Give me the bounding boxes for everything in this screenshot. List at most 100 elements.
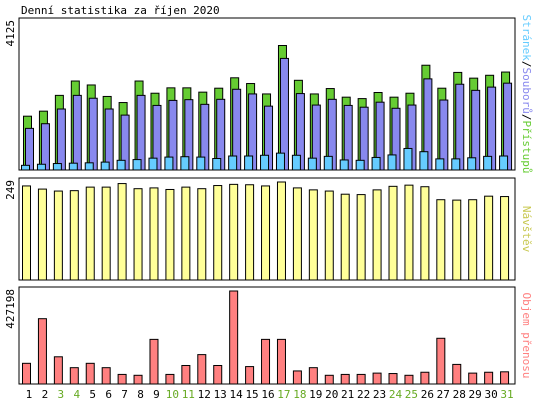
- legend-visits: Návštěv: [520, 206, 533, 253]
- x-tick-label: 20: [325, 388, 338, 401]
- x-tick-label: 24: [389, 388, 403, 401]
- x-tick-label: 13: [214, 388, 227, 401]
- visits-bar: [261, 185, 271, 281]
- visits-bar: [276, 181, 286, 281]
- files-bar: [25, 127, 34, 171]
- pages-bar: [52, 163, 62, 171]
- pages-bar: [116, 159, 126, 171]
- pages-bar: [148, 157, 158, 171]
- kbytes-bar: [292, 370, 302, 385]
- pages-bar: [275, 152, 285, 171]
- x-tick-label: 7: [121, 388, 128, 401]
- pages-bar: [244, 155, 254, 171]
- pages-bar: [21, 164, 30, 171]
- pages-bar: [323, 155, 333, 171]
- visits-bar: [484, 195, 494, 281]
- pages-bar: [36, 163, 46, 171]
- files-bar: [104, 108, 114, 171]
- pages-bar: [435, 158, 445, 171]
- legend-hits-files-pages-part: Přístupů: [520, 120, 533, 173]
- visits-bar: [452, 199, 462, 281]
- legend-hits-files-pages-part: Stránek: [520, 15, 533, 62]
- pages-bar: [339, 159, 349, 171]
- kbytes-bar: [324, 374, 334, 385]
- pages-bar: [100, 161, 110, 171]
- kbytes-bar: [149, 338, 159, 385]
- y-max-label-2: 249: [4, 180, 17, 200]
- legend-hits-files-pages-part: Souborů: [520, 68, 533, 114]
- visits-bar: [53, 190, 63, 281]
- files-bar: [88, 97, 98, 171]
- visits-bar: [372, 189, 382, 281]
- pages-bar: [371, 156, 381, 171]
- pages-bar: [291, 154, 301, 171]
- kbytes-bar: [500, 371, 510, 385]
- x-tick-label: 22: [357, 388, 370, 401]
- x-tick-label: 31: [500, 388, 513, 401]
- kbytes-bar: [276, 338, 286, 385]
- pages-bar: [307, 157, 317, 171]
- pages-bar: [467, 157, 477, 171]
- kbytes-bar: [340, 373, 350, 385]
- visits-bar: [324, 190, 334, 281]
- pages-bar: [180, 156, 190, 171]
- pages-bar: [260, 154, 270, 171]
- visits-bar: [500, 196, 510, 281]
- kbytes-bar: [133, 374, 143, 385]
- x-tick-label: 2: [42, 388, 49, 401]
- visits-bar: [85, 186, 95, 281]
- files-bar: [72, 94, 82, 171]
- x-tick-label: 26: [421, 388, 434, 401]
- visits-bar: [388, 185, 398, 281]
- files-bar: [56, 108, 66, 171]
- legend-kbytes: Objem přenosu: [520, 292, 533, 378]
- kbytes-bar: [181, 364, 191, 385]
- kbytes-bar: [308, 367, 318, 385]
- visits-bar: [101, 186, 111, 281]
- visits-bar: [436, 199, 446, 281]
- visits-bar: [149, 187, 159, 281]
- chart-title: Denní statistika za říjen 2020: [21, 4, 220, 17]
- x-tick-label: 10: [166, 388, 179, 401]
- visits-bar: [37, 188, 47, 281]
- pages-bar: [451, 158, 461, 171]
- x-tick-label: 27: [437, 388, 450, 401]
- visits-bar: [420, 186, 430, 281]
- visits-bar: [468, 199, 478, 281]
- x-tick-label: 28: [453, 388, 466, 401]
- kbytes-bar: [484, 371, 494, 385]
- x-tick-label: 30: [484, 388, 497, 401]
- x-tick-label: 15: [245, 388, 258, 401]
- kbytes-bar: [356, 373, 366, 385]
- x-tick-label: 3: [58, 388, 65, 401]
- kbytes-bar: [69, 367, 79, 385]
- x-tick-label: 25: [405, 388, 418, 401]
- files-bar: [136, 94, 146, 171]
- visits-bar: [229, 183, 239, 281]
- x-tick-label: 1: [26, 388, 33, 401]
- x-tick-label: 14: [230, 388, 244, 401]
- kbytes-bar: [261, 338, 271, 385]
- x-tick-label: 12: [198, 388, 211, 401]
- x-tick-label: 6: [105, 388, 112, 401]
- visits-bar: [22, 185, 31, 281]
- visits-bar: [133, 188, 143, 281]
- kbytes-bar: [420, 371, 430, 385]
- files-bar: [40, 123, 50, 171]
- x-tick-label: 4: [73, 388, 80, 401]
- files-bar: [455, 83, 465, 171]
- y-max-label-1: 4125: [4, 20, 17, 47]
- legend-hits-files-pages-part: /: [520, 61, 533, 68]
- kbytes-bar: [117, 373, 127, 385]
- kbytes-bar: [436, 337, 446, 385]
- kbytes-bar: [197, 354, 207, 385]
- x-tick-label: 17: [277, 388, 290, 401]
- kbytes-bar: [213, 364, 223, 385]
- x-tick-label: 23: [373, 388, 386, 401]
- visits-bar: [292, 187, 302, 281]
- y-max-label-3: 427198: [4, 289, 17, 329]
- kbytes-bar: [468, 372, 478, 385]
- x-tick-label: 8: [137, 388, 144, 401]
- x-tick-label: 19: [309, 388, 322, 401]
